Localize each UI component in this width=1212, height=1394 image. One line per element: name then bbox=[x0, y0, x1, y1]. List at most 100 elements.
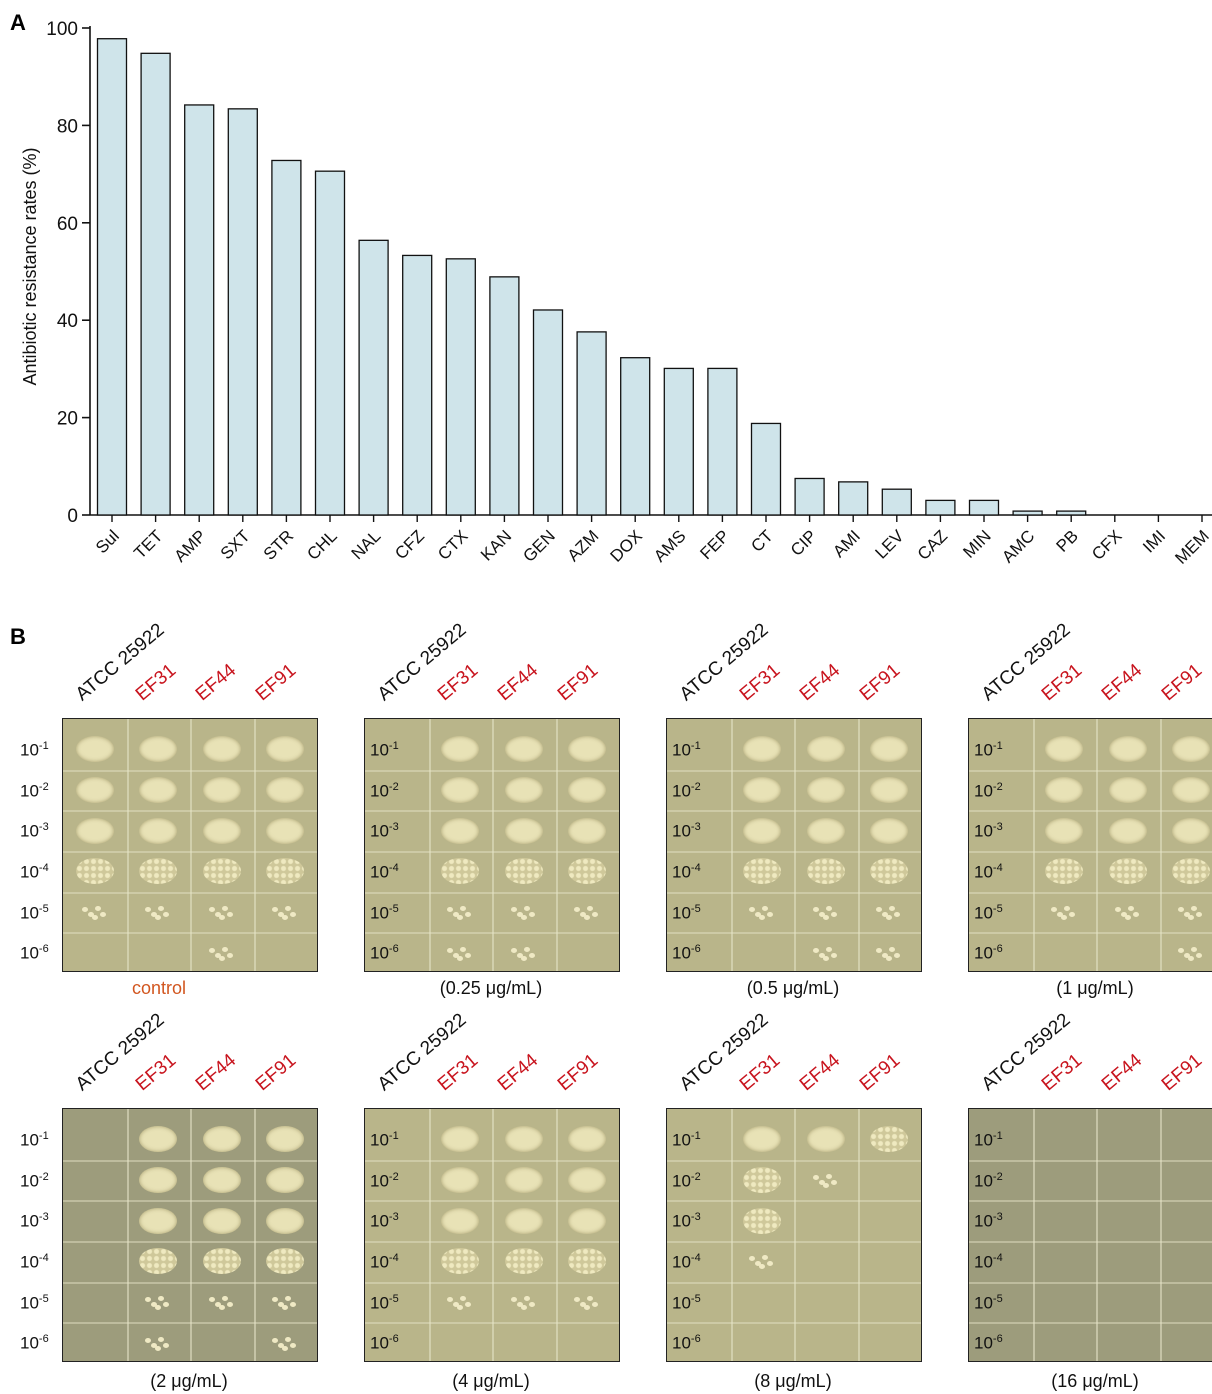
colony-spot bbox=[806, 736, 845, 763]
plate-gridline bbox=[1159, 1109, 1162, 1361]
dilution-exponent: -6 bbox=[388, 943, 399, 956]
x-tick-label: IMI bbox=[1139, 526, 1169, 556]
strain-label-isolate: EF44 bbox=[493, 659, 543, 706]
colony-dot bbox=[574, 1296, 581, 1302]
colony-dot bbox=[226, 952, 233, 958]
strain-label-isolate: EF91 bbox=[251, 1049, 301, 1096]
colony-dot bbox=[812, 906, 819, 912]
dilution-base: 10 bbox=[20, 1130, 39, 1150]
colony-dot bbox=[818, 1179, 825, 1185]
dilution-base: 10 bbox=[370, 1171, 389, 1191]
colony-speckled bbox=[1045, 858, 1084, 885]
colony-spot bbox=[75, 817, 114, 844]
dilution-exponent: -4 bbox=[38, 861, 49, 874]
dilution-exponent: -4 bbox=[38, 1251, 49, 1264]
colony-dot bbox=[155, 914, 162, 920]
strain-label-isolate: EF31 bbox=[1037, 659, 1087, 706]
dilution-label: 10-6 bbox=[974, 1333, 1003, 1354]
plate-gridline bbox=[667, 1240, 921, 1243]
x-tick-label: GEN bbox=[519, 526, 558, 565]
dilution-base: 10 bbox=[20, 740, 39, 760]
plate-gridline bbox=[1032, 1109, 1035, 1361]
colony-spot bbox=[1172, 776, 1211, 803]
colony-spot bbox=[139, 1126, 178, 1153]
colony-spot bbox=[568, 1207, 607, 1234]
colony-spot bbox=[806, 776, 845, 803]
dilution-label: 10-6 bbox=[370, 1333, 399, 1354]
plate-gridline bbox=[730, 719, 733, 971]
x-tick-label: STR bbox=[260, 526, 297, 563]
colony-dot bbox=[767, 1261, 774, 1267]
colony-spot bbox=[75, 736, 114, 763]
colony-speckled bbox=[743, 1166, 782, 1193]
colony-dot bbox=[221, 1295, 228, 1301]
colony-spot bbox=[139, 776, 178, 803]
strain-label-isolate: EF44 bbox=[191, 659, 241, 706]
dilution-exponent: -3 bbox=[388, 1211, 399, 1224]
dilution-base: 10 bbox=[370, 821, 389, 841]
bar bbox=[532, 309, 564, 516]
colony-spot bbox=[139, 736, 178, 763]
dilution-label: 10-2 bbox=[974, 1171, 1003, 1192]
colony-dot bbox=[876, 906, 883, 912]
dilution-label: 10-2 bbox=[672, 781, 701, 802]
colony-speckled bbox=[743, 858, 782, 885]
plate-gridline bbox=[63, 891, 317, 894]
dilution-label: 10-1 bbox=[370, 740, 399, 761]
plate-gridline bbox=[63, 932, 317, 935]
dilution-label: 10-6 bbox=[20, 943, 49, 964]
y-tick-label: 60 bbox=[57, 214, 78, 235]
colony-dot bbox=[755, 911, 762, 917]
colony-dot bbox=[208, 1296, 215, 1302]
colony-dot bbox=[214, 1301, 221, 1307]
colony-dot bbox=[762, 905, 769, 911]
colony-dot bbox=[453, 1301, 460, 1307]
dilution-base: 10 bbox=[370, 740, 389, 760]
colony-spot bbox=[266, 1207, 305, 1234]
colony-dot bbox=[1196, 952, 1203, 958]
bar bbox=[663, 367, 694, 516]
colony-dot bbox=[457, 955, 464, 961]
colony-dot bbox=[1127, 905, 1134, 911]
colony-spot bbox=[568, 776, 607, 803]
x-tick-label: DOX bbox=[607, 526, 646, 565]
colony-dot bbox=[465, 952, 472, 958]
colony-dot bbox=[290, 911, 297, 917]
dilution-base: 10 bbox=[974, 1130, 993, 1150]
panel-a-label: A bbox=[10, 10, 26, 35]
dilution-base: 10 bbox=[370, 1130, 389, 1150]
plate-gridline bbox=[63, 1200, 317, 1203]
bar bbox=[96, 38, 128, 516]
colony-spot bbox=[504, 736, 543, 763]
bar bbox=[227, 108, 258, 516]
dilution-exponent: -3 bbox=[388, 821, 399, 834]
dilution-exponent: -3 bbox=[38, 821, 49, 834]
colony-speckled bbox=[139, 858, 178, 885]
dilution-base: 10 bbox=[672, 1130, 691, 1150]
colony-dot bbox=[465, 911, 472, 917]
dilution-label: 10-4 bbox=[20, 1252, 49, 1273]
colony-speckled bbox=[743, 1207, 782, 1234]
colony-dot bbox=[282, 914, 289, 920]
colony-spot bbox=[266, 817, 305, 844]
colony-spot bbox=[1045, 736, 1084, 763]
dilution-exponent: -6 bbox=[388, 1333, 399, 1346]
colony-dot bbox=[221, 946, 228, 952]
plate-gridline bbox=[969, 1281, 1212, 1284]
strain-label-isolate: EF91 bbox=[553, 1049, 603, 1096]
colony-spot bbox=[1108, 736, 1147, 763]
dilution-exponent: -4 bbox=[388, 861, 399, 874]
colony-spot bbox=[504, 1126, 543, 1153]
strain-label-isolate: EF44 bbox=[1097, 1049, 1147, 1096]
colony-dot bbox=[87, 911, 94, 917]
x-tick-label: CHL bbox=[303, 526, 340, 563]
strain-label-isolate: EF91 bbox=[1157, 1049, 1207, 1096]
strain-label-isolate: EF31 bbox=[433, 1049, 483, 1096]
plate-gridline bbox=[555, 1109, 558, 1361]
dilution-base: 10 bbox=[370, 1252, 389, 1272]
dilution-exponent: -4 bbox=[690, 1251, 701, 1264]
colony-dot bbox=[151, 911, 158, 917]
plate-gridline bbox=[63, 1281, 317, 1284]
colony-dot bbox=[1120, 911, 1127, 917]
plate-gridline bbox=[126, 1109, 129, 1361]
